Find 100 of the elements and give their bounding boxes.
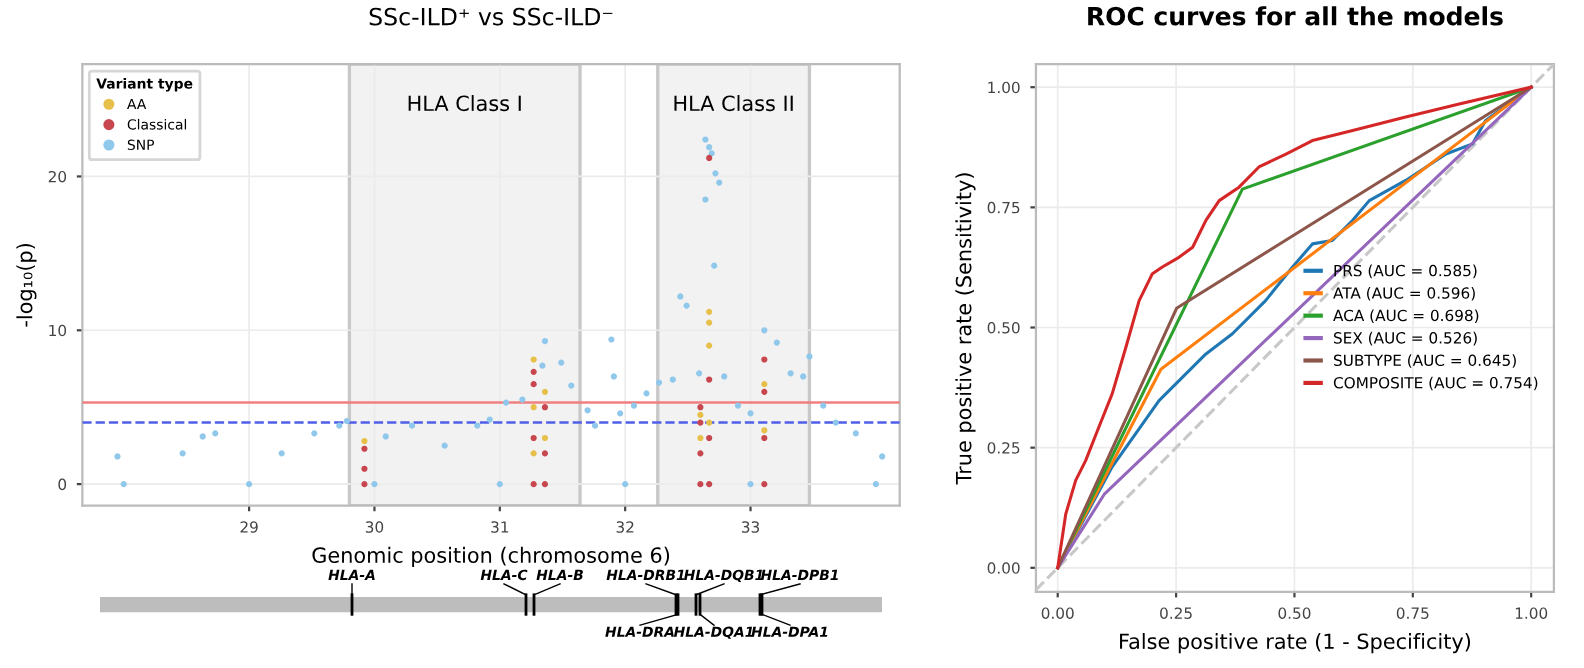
point xyxy=(655,379,663,386)
point xyxy=(245,481,253,488)
point xyxy=(706,434,713,442)
point xyxy=(706,154,713,162)
x-axis-title: Genomic position (chromosome 6) xyxy=(312,546,670,568)
point xyxy=(539,362,546,369)
point xyxy=(706,308,713,315)
point xyxy=(361,445,368,452)
point xyxy=(697,481,704,488)
point xyxy=(519,396,526,403)
point xyxy=(530,404,537,411)
point xyxy=(872,481,879,488)
point xyxy=(568,382,575,389)
point xyxy=(761,434,768,442)
point xyxy=(683,302,690,309)
point xyxy=(747,481,754,488)
point xyxy=(643,390,650,397)
point xyxy=(311,430,318,437)
point xyxy=(496,481,503,488)
point xyxy=(706,376,713,383)
point xyxy=(530,381,537,388)
point xyxy=(630,402,638,409)
point xyxy=(530,368,537,375)
point xyxy=(761,481,768,488)
point xyxy=(622,481,629,488)
point xyxy=(697,434,704,442)
point xyxy=(179,450,186,457)
y-axis-title: True positive rate (Sensitivity) xyxy=(955,173,976,485)
point xyxy=(761,388,768,395)
point xyxy=(474,422,481,429)
point xyxy=(852,430,859,437)
point xyxy=(706,342,713,349)
point xyxy=(199,433,206,440)
point xyxy=(361,437,368,445)
point xyxy=(761,381,768,388)
point xyxy=(820,402,827,409)
chart-title: SSc-ILD⁺ vs SSc-ILD⁻ xyxy=(369,7,613,26)
point xyxy=(716,179,723,186)
point xyxy=(212,430,219,437)
point xyxy=(800,373,807,380)
point xyxy=(773,339,780,346)
point xyxy=(541,337,549,345)
point xyxy=(336,422,343,429)
band-label: HLA Class I xyxy=(408,95,521,112)
point xyxy=(120,481,127,488)
x-axis-title: False positive rate (1 - Specificity) xyxy=(1120,633,1471,654)
point xyxy=(706,481,713,488)
point xyxy=(697,404,704,411)
point xyxy=(541,434,549,442)
point xyxy=(702,136,709,143)
point xyxy=(382,433,389,440)
point xyxy=(677,293,684,300)
point xyxy=(371,481,378,488)
chart-title: ROC curves for all the models xyxy=(1088,6,1503,26)
point xyxy=(541,481,549,488)
point xyxy=(761,356,768,363)
point xyxy=(361,465,368,472)
point xyxy=(486,416,493,423)
point xyxy=(712,170,719,177)
point xyxy=(530,481,537,488)
point xyxy=(114,453,121,460)
point xyxy=(706,144,713,151)
point xyxy=(734,402,742,409)
point xyxy=(806,353,813,360)
point xyxy=(708,150,715,157)
point xyxy=(584,407,591,414)
point xyxy=(787,370,794,377)
point xyxy=(558,359,565,366)
point xyxy=(591,422,599,429)
point xyxy=(761,327,768,334)
band-label: HLA Class II xyxy=(674,95,793,112)
point xyxy=(697,450,704,457)
point xyxy=(832,419,839,426)
point xyxy=(530,356,537,363)
point xyxy=(530,450,537,457)
point xyxy=(541,388,549,395)
point xyxy=(617,410,624,417)
point xyxy=(697,411,704,419)
y-axis-title: -log₁₀(p) xyxy=(16,243,37,327)
point xyxy=(502,399,510,406)
point xyxy=(278,450,285,457)
point xyxy=(361,481,368,488)
point xyxy=(706,319,713,326)
point xyxy=(702,196,709,203)
point xyxy=(761,427,768,434)
point xyxy=(721,373,728,380)
point xyxy=(408,422,416,429)
point xyxy=(530,434,537,442)
point xyxy=(711,262,718,269)
point xyxy=(669,376,676,383)
point xyxy=(696,370,703,377)
point xyxy=(343,417,350,425)
point xyxy=(541,404,549,411)
point xyxy=(879,453,886,460)
point xyxy=(608,336,615,343)
point xyxy=(747,410,754,417)
point xyxy=(706,419,713,426)
point xyxy=(697,419,704,426)
point xyxy=(541,450,549,457)
point xyxy=(441,442,448,449)
